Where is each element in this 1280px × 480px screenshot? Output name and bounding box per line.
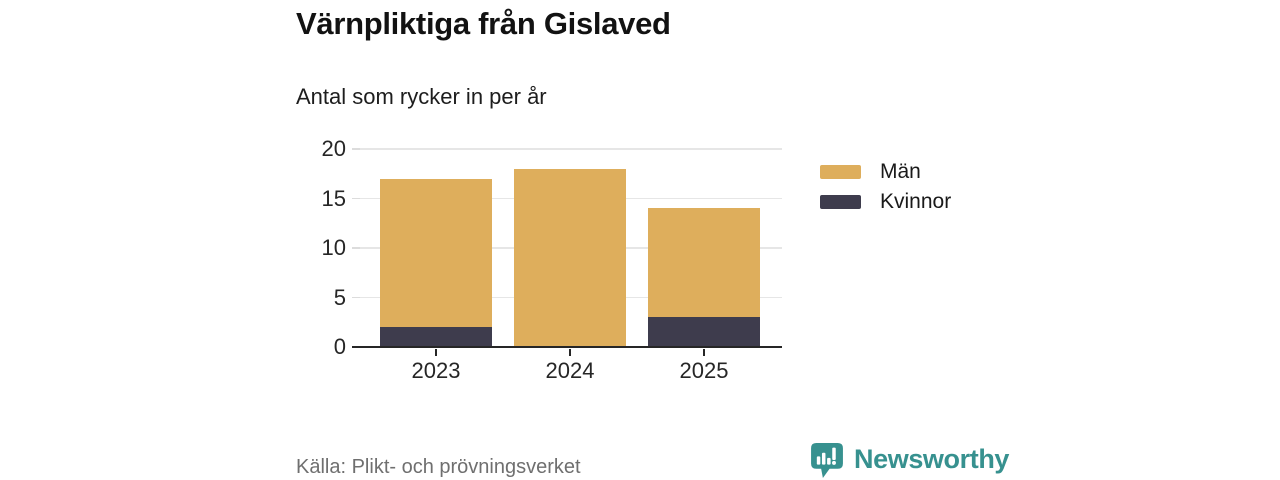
bar-2025-män	[648, 208, 760, 318]
y-axis-label-15: 15	[321, 185, 346, 211]
y-tick-5	[352, 296, 360, 299]
x-tick-2025	[703, 349, 705, 356]
bar-2025-kvinnor	[648, 317, 760, 347]
x-axis-label-2025: 2025	[679, 358, 729, 383]
y-axis-label-10: 10	[321, 235, 346, 260]
y-axis-label-20: 20	[321, 136, 346, 161]
bar-2023-kvinnor	[380, 327, 492, 347]
legend: Män Kvinnor	[820, 159, 951, 219]
legend-swatch-kvinnor	[820, 195, 861, 209]
x-tick-2024	[569, 349, 571, 356]
bar-2023-män	[380, 178, 492, 328]
legend-swatch-män	[820, 165, 861, 179]
legend-entry-kvinnor: Kvinnor	[820, 189, 951, 215]
chart-title: Värnpliktiga från Gislaved	[296, 6, 671, 41]
legend-label-män: Män	[880, 160, 921, 183]
gridline-20	[360, 148, 782, 150]
x-axis-label-2024: 2024	[545, 358, 595, 383]
legend-entry-män: Män	[820, 159, 951, 185]
y-tick-15	[352, 197, 360, 200]
x-axis-label-2023: 2023	[411, 358, 461, 383]
x-axis-line	[352, 345, 782, 349]
plot-area: 0 5 10 15 20 2023 2024 2025	[322, 136, 782, 383]
source-note: Källa: Plikt- och prövningsverket	[296, 456, 581, 478]
bar-2024-män	[514, 168, 626, 347]
x-tick-2023	[435, 349, 437, 356]
legend-label-kvinnor: Kvinnor	[880, 190, 952, 213]
chart-subtitle: Antal som rycker in per år	[296, 84, 547, 109]
newsworthy-speech-bubble-bar-chart-icon	[811, 443, 843, 478]
y-axis-label-5: 5	[333, 284, 346, 310]
brand-name: Newsworthy	[854, 443, 1010, 474]
brand-logo: Newsworthy	[809, 442, 1009, 479]
y-tick-20	[352, 148, 360, 150]
y-tick-10	[352, 247, 360, 249]
y-axis-label-0: 0	[333, 334, 346, 359]
